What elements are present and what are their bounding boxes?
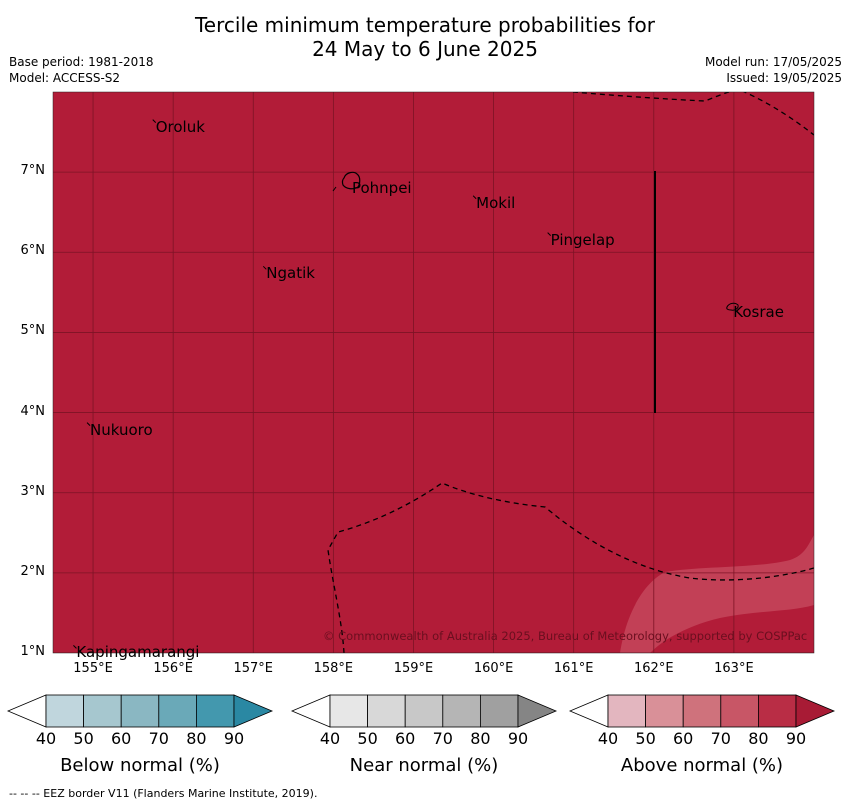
colorbar-segment [329,694,368,728]
lon-tick-label: 158°E [313,661,354,676]
colorbar-segment [83,694,122,728]
colorbar-segment [645,694,684,728]
colorbar-tick-label: 60 [395,729,416,748]
colorbar-tick-label: 60 [111,729,132,748]
colorbar-tick-label: 90 [785,729,807,748]
pohnpei-island [341,171,361,190]
lon-tick-label: 155°E [73,661,113,676]
lat-tick-label: 3°N [20,483,46,499]
lon-tick-label: 157°E [233,661,274,676]
place-label-ngatik: Ngatik [266,264,315,283]
colorbar-tick-label: 80 [748,729,769,748]
base-period: Base period: 1981-2018 [9,55,154,69]
lon-tick-label: 163°E [714,661,754,676]
place-label-pingelap: Pingelap [550,230,615,249]
lat-tick-label: 2°N [20,563,46,579]
colorbar-segment [45,694,84,728]
place-marker [152,119,157,124]
lon-tick-label: 156°E [153,661,193,676]
lat-tick-label: 5°N [20,323,46,339]
lat-tick-label: 6°N [20,243,46,259]
place-label-nukuoro: Nukuoro [90,420,153,439]
colorbar-segment [404,694,444,728]
colorbar-title: Below normal (%) [60,755,220,776]
model-name: Model: ACCESS-S2 [9,71,121,85]
issued-date: Issued: 19/05/2025 [726,71,842,85]
lat-tick-label: 7°N [20,163,46,179]
colorbar-tick-label: 90 [507,729,529,748]
colorbar-extend-high [517,694,558,728]
colorbar-tick-label: 80 [186,729,207,748]
lighter-probability-region [620,535,814,653]
colorbar-segment [120,694,160,728]
place-label-mokil: Mokil [476,193,516,212]
place-marker [73,645,77,649]
place-marker [547,232,552,237]
colorbar-title: Above normal (%) [620,755,784,776]
colorbar-segment [367,694,406,728]
place-label-kosrae: Kosrae [733,302,784,321]
colorbar-tick-label: 70 [432,729,453,748]
colorbar-segment [195,694,235,728]
lon-tick-label: 160°E [473,661,514,676]
colorbar-tick-label: 40 [319,729,341,748]
colorbar-extend-high [233,694,274,728]
place-marker [262,265,267,270]
map-frame [52,91,815,654]
eez-legend-note: -- -- -- EEZ border V11 (Flanders Marine… [9,787,318,800]
colorbar-segment [607,694,646,728]
colorbar-2 [568,694,836,728]
colorbar-tick-label: 80 [470,729,491,748]
place-marker [472,195,477,200]
lon-tick-label: 161°E [553,661,594,676]
lon-tick-label: 159°E [393,661,434,676]
map-title-line1: Tercile minimum temperature probabilitie… [194,13,656,37]
colorbar-tick-label: 90 [223,729,245,748]
colorbar-segment [682,694,722,728]
colorbar-segment [720,694,759,728]
place-marker [86,422,91,426]
eez-border-south [327,482,814,653]
place-label-oroluk: Oroluk [155,117,205,136]
colorbar-extend-high [795,694,836,728]
lat-tick-label: 1°N [20,644,46,659]
colorbar-segment [758,694,797,728]
map-background [53,92,814,653]
pohnpei-coast-mark [332,186,337,192]
place-marks [73,119,552,649]
colorbar-extend-low [568,694,609,728]
lon-tick-label: 162°E [634,661,674,676]
place-label-pohnpei: Pohnpei [351,178,412,197]
colorbar-tick-label: 50 [357,729,378,748]
colorbar-segment [158,694,197,728]
colorbar-tick-label: 40 [597,729,619,748]
colorbar-title: Near normal (%) [349,755,499,776]
map-title-line2: 24 May to 6 June 2025 [312,37,538,61]
colorbar-tick-label: 70 [148,729,169,748]
graticule [53,92,814,653]
model-run: Model run: 17/05/2025 [704,55,842,69]
colorbar-extend-low [290,694,331,728]
colorbar-tick-label: 40 [35,729,57,748]
kosrae-island [726,302,739,311]
colorbar-extend-low [6,694,47,728]
colorbar-segment [442,694,481,728]
colorbar-segment [479,694,519,728]
place-label-kapingamarangi: Kapingamarangi [76,643,200,662]
copyright-notice: © Commonwealth of Australia 2025, Bureau… [323,629,808,643]
colorbar-tick-label: 50 [635,729,656,748]
colorbar-0 [6,694,274,728]
colorbar-tick-label: 50 [73,729,94,748]
colorbar-tick-label: 70 [710,729,731,748]
colorbar-1 [290,694,558,728]
lat-tick-label: 4°N [20,403,46,419]
eez-border-top [572,92,814,136]
colorbar-tick-label: 60 [673,729,694,748]
